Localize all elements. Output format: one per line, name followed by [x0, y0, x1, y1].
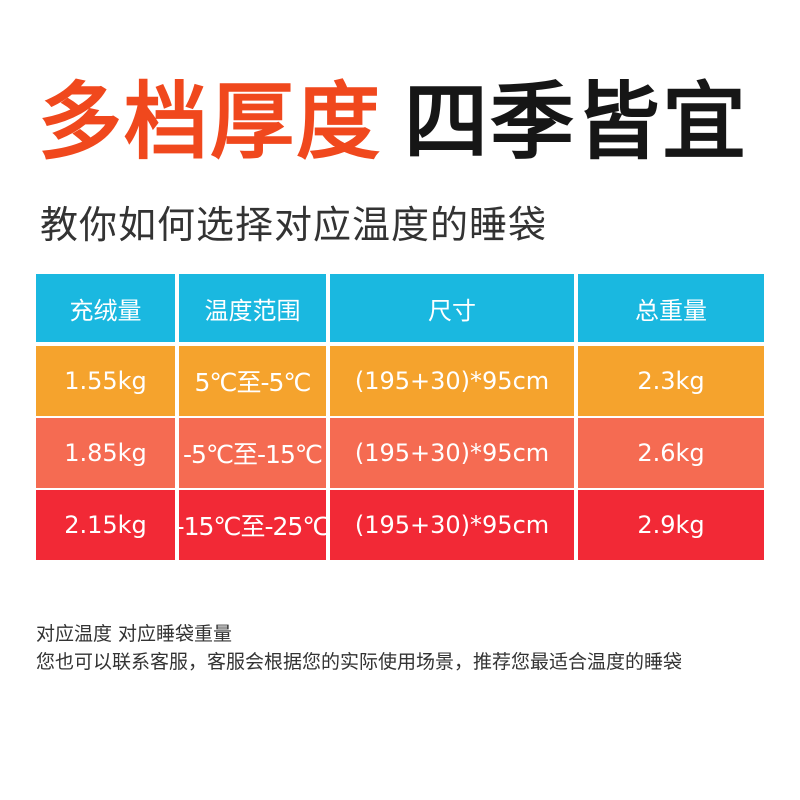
fill-cell: 1.55kg [36, 346, 175, 416]
size-cell: (195+30)*95cm [330, 490, 574, 560]
size-cell: (195+30)*95cm [330, 418, 574, 488]
subtitle: 教你如何选择对应温度的睡袋 [40, 203, 548, 247]
fill-cell: 1.85kg [36, 418, 175, 488]
weight-cell: 2.6kg [578, 418, 764, 488]
fill-cell: 2.15kg [36, 490, 175, 560]
column-header-size: 尺寸 [330, 274, 574, 342]
table-header-row: 充绒量 温度范围 尺寸 总重量 [36, 274, 768, 342]
headline-highlight: 多档厚度 [38, 73, 383, 171]
weight-cell: 2.9kg [578, 490, 764, 560]
temperature-cell: -15℃至-25℃ [179, 490, 326, 560]
size-cell: (195+30)*95cm [330, 346, 574, 416]
note-line-2: 您也可以联系客服，客服会根据您的实际使用场景，推荐您最适合温度的睡袋 [36, 651, 683, 673]
column-header-fill: 充绒量 [36, 274, 175, 342]
table-row: 1.55kg 5℃至-5℃ (195+30)*95cm 2.3kg [36, 346, 768, 416]
weight-cell: 2.3kg [578, 346, 764, 416]
column-header-weight: 总重量 [578, 274, 764, 342]
spec-table: 充绒量 温度范围 尺寸 总重量 1.55kg 5℃至-5℃ (195+30)*9… [36, 274, 768, 562]
column-header-temperature: 温度范围 [179, 274, 326, 342]
temperature-cell: -5℃至-15℃ [179, 418, 326, 488]
table-row: 2.15kg -15℃至-25℃ (195+30)*95cm 2.9kg [36, 490, 768, 560]
headline: 多档厚度 四季皆宜 [38, 72, 748, 172]
notes: 对应温度 对应睡袋重量 您也可以联系客服，客服会根据您的实际使用场景，推荐您最适… [36, 620, 682, 676]
headline-main: 四季皆宜 [404, 73, 749, 171]
note-line-1: 对应温度 对应睡袋重量 [36, 623, 233, 645]
temperature-cell: 5℃至-5℃ [179, 346, 326, 416]
table-row: 1.85kg -5℃至-15℃ (195+30)*95cm 2.6kg [36, 418, 768, 488]
